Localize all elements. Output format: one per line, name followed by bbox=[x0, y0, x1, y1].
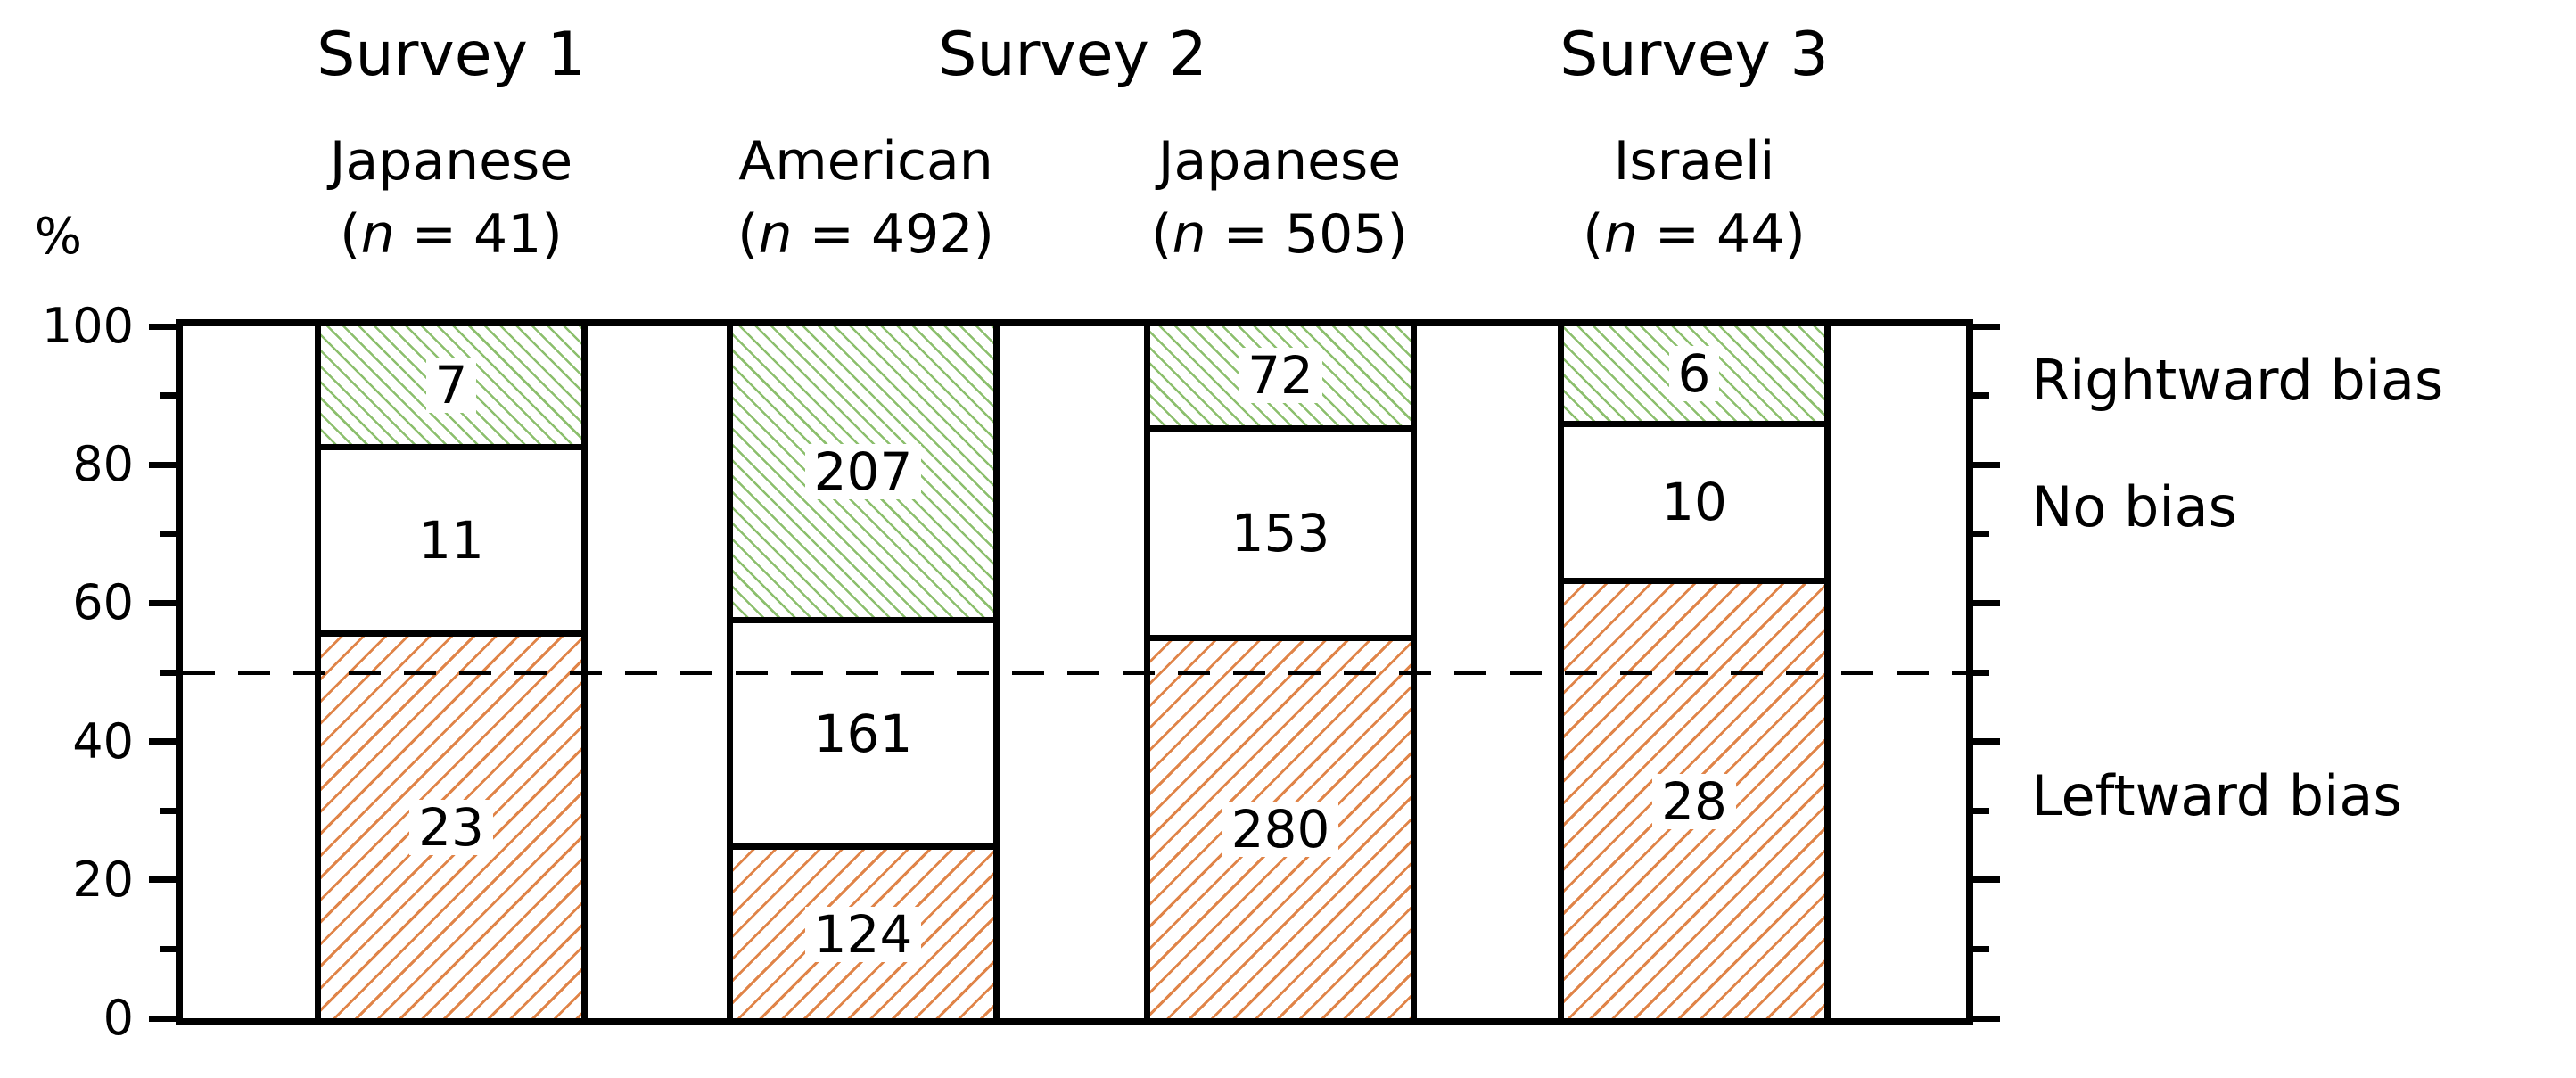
y-tick-label-20: 20 bbox=[72, 851, 134, 908]
left-tick-20 bbox=[149, 876, 183, 884]
sample-size-label: (n = 44) bbox=[1583, 203, 1806, 266]
segment-leftward: 23 bbox=[321, 630, 581, 1018]
column-header-japanese-s1: Japanese (n = 41) bbox=[330, 128, 572, 267]
segment-rightward: 7 bbox=[321, 326, 581, 445]
plot-area: 7 11 23 207 161 124 72 153 280 6 10 28 bbox=[176, 319, 1973, 1025]
fifty-percent-dashed-line bbox=[183, 671, 1966, 675]
left-tick-30 bbox=[160, 807, 183, 814]
bar-japanese-2: 72 153 280 bbox=[1144, 326, 1417, 1018]
italic-n: n bbox=[360, 203, 395, 266]
country-name: Israeli bbox=[1613, 130, 1775, 193]
segment-value-label: 11 bbox=[409, 513, 493, 569]
left-tick-40 bbox=[149, 738, 183, 745]
right-tick-100 bbox=[1966, 323, 2000, 330]
y-tick-label-60: 60 bbox=[72, 574, 134, 631]
left-tick-70 bbox=[160, 531, 183, 538]
italic-n: n bbox=[1603, 203, 1638, 266]
legend-no-bias: No bias bbox=[2031, 474, 2237, 539]
bar-israeli-3: 6 10 28 bbox=[1558, 326, 1831, 1018]
segment-value-label: 124 bbox=[804, 906, 922, 962]
left-tick-50 bbox=[160, 669, 183, 676]
right-tick-70 bbox=[1966, 531, 1989, 538]
y-tick-label-40: 40 bbox=[72, 712, 134, 769]
left-tick-60 bbox=[149, 599, 183, 606]
right-tick-50 bbox=[1966, 669, 1989, 676]
right-tick-10 bbox=[1966, 945, 1989, 952]
segment-rightward: 6 bbox=[1564, 326, 1824, 421]
left-tick-0 bbox=[149, 1015, 183, 1022]
legend-rightward-bias: Rightward bias bbox=[2031, 348, 2444, 413]
survey-1-title: Survey 1 bbox=[317, 20, 586, 90]
left-tick-90 bbox=[160, 392, 183, 399]
y-axis-unit-label: % bbox=[34, 208, 82, 266]
sample-size-label: (n = 492) bbox=[737, 203, 994, 266]
segment-no_bias: 11 bbox=[321, 444, 581, 630]
survey-2-title: Survey 2 bbox=[938, 20, 1207, 90]
segment-value-label: 153 bbox=[1222, 505, 1339, 561]
y-tick-label-0: 0 bbox=[103, 990, 134, 1046]
segment-value-label: 207 bbox=[804, 444, 922, 500]
segment-value-label: 23 bbox=[409, 799, 493, 855]
segment-value-label: 28 bbox=[1652, 773, 1736, 829]
right-tick-0 bbox=[1966, 1015, 2000, 1022]
segment-value-label: 10 bbox=[1652, 474, 1736, 531]
survey-3-title: Survey 3 bbox=[1560, 20, 1829, 90]
country-name: American bbox=[738, 130, 993, 193]
column-header-japanese-s2: Japanese (n = 505) bbox=[1151, 128, 1408, 267]
segment-no_bias: 153 bbox=[1150, 424, 1411, 635]
segment-no_bias: 161 bbox=[733, 617, 993, 844]
country-name: Japanese bbox=[1157, 130, 1402, 193]
left-tick-80 bbox=[149, 461, 183, 468]
sample-size-label: (n = 41) bbox=[340, 203, 563, 266]
segment-rightward: 72 bbox=[1150, 326, 1411, 425]
segment-value-label: 280 bbox=[1222, 802, 1339, 858]
segment-value-label: 72 bbox=[1239, 348, 1322, 404]
legend-leftward-bias: Leftward bias bbox=[2031, 763, 2402, 828]
segment-value-label: 6 bbox=[1668, 345, 1720, 401]
right-tick-60 bbox=[1966, 599, 2000, 606]
y-tick-label-100: 100 bbox=[41, 298, 134, 354]
segment-no_bias: 10 bbox=[1564, 420, 1824, 579]
right-tick-30 bbox=[1966, 807, 1989, 814]
column-header-israeli: Israeli (n = 44) bbox=[1583, 128, 1806, 267]
right-tick-20 bbox=[1966, 876, 2000, 884]
right-tick-90 bbox=[1966, 392, 1989, 399]
segment-leftward: 280 bbox=[1150, 634, 1411, 1018]
left-tick-100 bbox=[149, 323, 183, 330]
segment-value-label: 7 bbox=[425, 358, 477, 414]
segment-leftward: 28 bbox=[1564, 578, 1824, 1018]
italic-n: n bbox=[1172, 203, 1206, 266]
right-tick-80 bbox=[1966, 461, 2000, 468]
column-header-american: American (n = 492) bbox=[737, 128, 994, 267]
italic-n: n bbox=[758, 203, 793, 266]
country-name: Japanese bbox=[329, 130, 573, 193]
segment-leftward: 124 bbox=[733, 843, 993, 1018]
bar-japanese-0: 7 11 23 bbox=[315, 326, 588, 1018]
sample-size-label: (n = 505) bbox=[1151, 203, 1408, 266]
y-tick-label-80: 80 bbox=[72, 436, 134, 493]
left-tick-10 bbox=[160, 945, 183, 952]
right-tick-40 bbox=[1966, 738, 2000, 745]
segment-rightward: 207 bbox=[733, 326, 993, 618]
segment-value-label: 161 bbox=[804, 705, 922, 761]
